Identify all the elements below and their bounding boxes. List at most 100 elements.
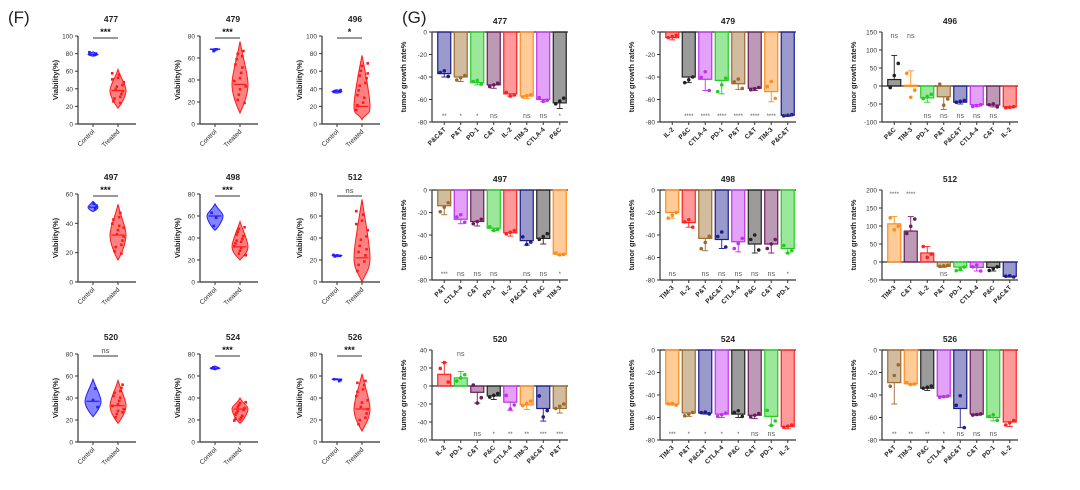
data-point (118, 389, 122, 393)
x-tick-label: IL-2 (435, 444, 448, 457)
data-point (670, 34, 675, 39)
y-tick-label: -80 (646, 120, 656, 127)
data-point (438, 70, 443, 75)
data-point (941, 263, 946, 268)
data-point (366, 228, 370, 232)
y-tick-label: 20 (310, 104, 318, 111)
x-tick-label: CTLA-4 (443, 284, 465, 306)
data-point (958, 393, 963, 398)
bar-ctla-4 (714, 349, 729, 415)
data-point (240, 66, 244, 69)
data-point (238, 76, 242, 80)
significance-label: *** (344, 345, 355, 355)
chart-title: 479 (721, 16, 735, 26)
significance-label: * (348, 27, 352, 37)
data-point (736, 77, 741, 81)
data-point (475, 78, 480, 83)
bar-tim-3 (552, 189, 567, 255)
significance-label: **** (767, 114, 777, 120)
violin-chart-497: 497 0 20 40 60 Viability(%) *** Control Treated (51, 172, 136, 307)
x-tick-label-control: Control (199, 446, 219, 466)
data-point (740, 414, 745, 419)
data-point (93, 207, 97, 211)
data-point (239, 246, 243, 250)
bar-pandc (552, 31, 567, 104)
bar-ctla-4 (536, 31, 551, 101)
data-point (987, 414, 992, 419)
data-point (365, 412, 368, 415)
data-point (118, 396, 122, 400)
data-point (462, 73, 467, 78)
data-point (958, 267, 963, 271)
data-point (120, 243, 123, 247)
data-point (235, 233, 238, 236)
data-point (991, 102, 996, 106)
significance-label: *** (540, 432, 548, 438)
y-tick-label: 40 (310, 236, 318, 243)
data-point (244, 400, 248, 404)
y-tick-label: 60 (310, 69, 318, 76)
y-tick-label: 0 (423, 30, 427, 37)
data-point (234, 63, 237, 66)
data-point (116, 409, 120, 413)
data-point (354, 209, 358, 213)
x-tick-label: TIM-3 (659, 444, 676, 461)
y-tick-label: 80 (188, 352, 196, 359)
data-point (359, 238, 363, 242)
x-tick-label: IL-2 (918, 284, 931, 297)
data-point (1011, 418, 1016, 423)
data-point (508, 407, 513, 411)
significance-label: *** (222, 185, 233, 195)
y-tick-label: -40 (868, 393, 878, 400)
y-tick-label: 40 (188, 78, 196, 85)
data-point (240, 55, 244, 58)
data-point (719, 83, 724, 87)
bar-pd-1 (764, 349, 779, 417)
data-point (364, 379, 367, 383)
data-point (215, 47, 218, 51)
data-point (358, 418, 362, 422)
y-tick-label: 20 (66, 104, 74, 111)
y-tick-label: -20 (418, 210, 428, 217)
bar-chart-479: 479 -80 -60 -40 -20 0 tumor growth rate% IL-2 **… (627, 16, 796, 148)
data-point (970, 265, 975, 269)
y-axis-label: tumor growth rate% (849, 41, 858, 112)
data-point (121, 239, 124, 242)
x-tick-label: TIM-3 (897, 126, 914, 143)
bar-pd-1 (470, 31, 485, 84)
data-point (962, 98, 967, 103)
data-point (210, 366, 214, 370)
data-point (487, 395, 492, 399)
data-point (512, 403, 517, 407)
data-point (995, 105, 1000, 109)
data-point (364, 254, 367, 257)
data-point (491, 393, 496, 398)
significance-label: ns (751, 431, 759, 438)
data-point (541, 415, 546, 419)
data-point (110, 78, 114, 81)
violin-chart-524: 524 0 20 40 60 80 Viability(%) *** Control Treate… (173, 332, 258, 467)
y-axis-label: tumor growth rate% (627, 41, 636, 112)
data-point (458, 376, 463, 380)
data-point (94, 52, 98, 55)
data-point (736, 408, 741, 413)
data-point (892, 373, 897, 378)
significance-label: *** (556, 432, 564, 438)
data-point (442, 360, 447, 365)
data-point (785, 424, 790, 428)
violin-treated (231, 396, 249, 424)
y-axis-label: tumor growth rate% (399, 199, 408, 270)
data-point (337, 379, 341, 383)
significance-label: ns (540, 271, 548, 278)
violin-chart-512: 512 0 20 40 60 80 Viability(%) ns Control Treated (295, 172, 380, 307)
data-point (1011, 275, 1016, 279)
data-point (686, 217, 691, 222)
data-point (442, 205, 447, 210)
data-point (912, 382, 917, 386)
x-tick-label: PD-1 (710, 126, 726, 142)
x-tick-label: CTLA-4 (959, 126, 981, 148)
data-point (690, 410, 695, 415)
y-tick-label: 40 (188, 236, 196, 243)
